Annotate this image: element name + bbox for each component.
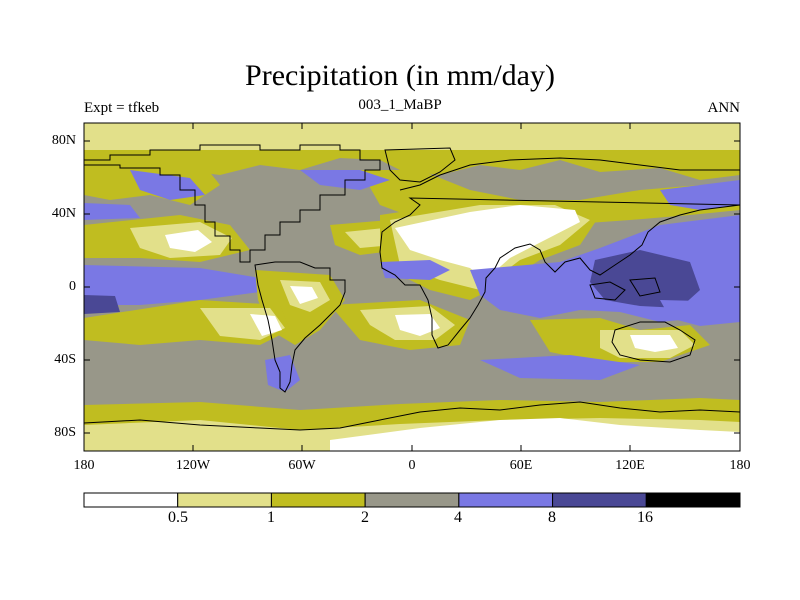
colorbar-box-2 xyxy=(270,492,366,508)
north-subtrop-white-west xyxy=(165,230,212,252)
equatorial-blue-atlantic xyxy=(380,260,450,280)
y-tick-label-80s: 80S xyxy=(54,425,76,440)
x-tick-label-180e: 180 xyxy=(729,458,751,473)
equatorial-darkblue-west xyxy=(84,295,120,314)
x-tick-label-120w: 120W xyxy=(175,458,211,473)
coast-south-america xyxy=(254,261,346,393)
x-tick-label-60w: 60W xyxy=(288,458,316,473)
map-field xyxy=(84,123,740,451)
south-america-white xyxy=(290,286,318,304)
y-axis-ticks xyxy=(84,140,740,434)
colorbar-label-4: 4 xyxy=(454,509,462,526)
coast-australia xyxy=(611,321,696,363)
south-pacific-white xyxy=(250,314,282,336)
coast-north-america xyxy=(84,144,381,263)
north-pacific-blue-east xyxy=(660,180,740,210)
colorbar-label-1: 1 xyxy=(267,509,275,526)
coast-antarctica xyxy=(84,401,740,431)
x-tick-label-180w: 180 xyxy=(73,458,95,473)
colorbar-label-2: 2 xyxy=(361,509,369,526)
antarctic-white xyxy=(330,418,740,451)
x-tick-label-120e: 120E xyxy=(615,458,645,473)
coast-greenland xyxy=(384,147,456,183)
season-label: ANN xyxy=(707,100,741,116)
x-tick-label-60e: 60E xyxy=(509,458,533,473)
colorbar-box-5 xyxy=(552,492,647,508)
spcz-blue xyxy=(660,300,740,326)
coast-indonesia xyxy=(589,277,661,301)
y-tick-label-0: 0 xyxy=(69,279,76,294)
run-label: 003_1_MaBP xyxy=(358,97,442,113)
equatorial-blue-pacific xyxy=(84,265,260,305)
north-pacific-blue xyxy=(130,170,205,200)
colorbar-box-6 xyxy=(645,492,741,508)
north-olive-band xyxy=(84,150,740,180)
coast-eurasia xyxy=(379,157,740,349)
colorbar-label-8: 8 xyxy=(548,509,556,526)
colorbar-box-4 xyxy=(458,492,554,508)
colorbar-box-0 xyxy=(83,492,179,508)
south-ocean-blue-indian xyxy=(480,355,640,380)
y-tick-label-80n: 80N xyxy=(51,133,76,148)
y-tick-label-40s: 40S xyxy=(54,352,76,367)
plot-title: Precipitation (in mm/day) xyxy=(245,59,555,92)
colorbar-label-16: 16 xyxy=(637,509,653,526)
colorbar-box-1 xyxy=(177,492,272,508)
x-tick-label-0: 0 xyxy=(408,458,416,473)
x-axis-ticks xyxy=(83,123,741,451)
south-atlantic-white xyxy=(395,314,440,336)
coastlines xyxy=(84,144,740,431)
australia-white xyxy=(630,335,678,352)
y-tick-label-40n: 40N xyxy=(51,206,76,221)
colorbar xyxy=(83,492,741,508)
sahara-white xyxy=(395,205,580,280)
south-ocean-blue-america xyxy=(265,355,300,392)
colorbar-box-3 xyxy=(364,492,460,508)
west-blue-strip xyxy=(84,203,140,220)
experiment-label: Expt = tfkeb xyxy=(84,100,160,116)
colorbar-label-0-5: 0.5 xyxy=(168,509,188,526)
